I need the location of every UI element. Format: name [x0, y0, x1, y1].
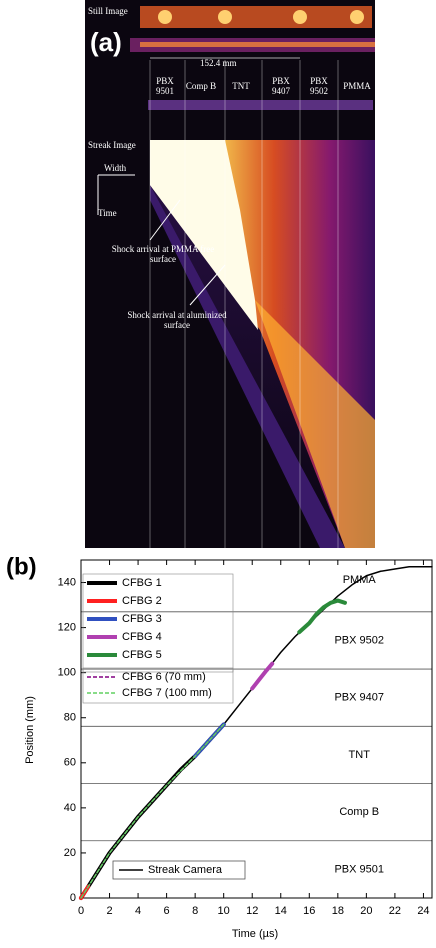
- y-tick-label: 140: [58, 576, 76, 588]
- y-tick-label: 40: [64, 802, 76, 814]
- x-tick-label: 4: [135, 905, 141, 917]
- region-label: Comp B: [339, 806, 379, 818]
- chart: (b) Time (µs) Position (mm) PBX 9501 Comp…: [0, 548, 436, 948]
- x-tick-label: 10: [218, 905, 230, 917]
- legend-label: CFBG 3: [122, 613, 162, 625]
- time-label: Time: [98, 208, 117, 218]
- panel-label: (b): [6, 553, 37, 580]
- x-tick-label: 24: [417, 905, 429, 917]
- x-tick-label: 20: [360, 905, 372, 917]
- streak-image-label: Streak Image: [88, 140, 136, 150]
- region-label: PBX 9502: [334, 634, 384, 646]
- legend-label: CFBG 2: [122, 595, 162, 607]
- x-tick-label: 22: [389, 905, 401, 917]
- material-label: PBX 9501: [148, 76, 182, 96]
- legend-label: Streak Camera: [148, 864, 223, 876]
- x-tick-label: 18: [332, 905, 344, 917]
- region-label: TNT: [349, 749, 371, 761]
- y-tick-label: 20: [64, 847, 76, 859]
- legend-label: CFBG 5: [122, 649, 162, 661]
- series-line: [252, 664, 272, 689]
- plot-frame: [81, 560, 432, 898]
- y-tick-label: 0: [70, 892, 76, 904]
- panel-label: (a): [90, 28, 122, 56]
- x-axis-label: Time (µs): [232, 928, 278, 940]
- material-label: Comp B: [184, 81, 218, 91]
- y-tick-label: 100: [58, 667, 76, 679]
- y-tick-label: 120: [58, 622, 76, 634]
- x-tick-label: 16: [303, 905, 315, 917]
- y-tick-label: 80: [64, 712, 76, 724]
- x-tick-label: 8: [192, 905, 198, 917]
- material-label: PBX 9502: [302, 76, 336, 96]
- material-label: PMMA: [340, 81, 374, 91]
- figure: (a) Still Image 152.4 mm PBX 9501 Comp B…: [0, 0, 436, 948]
- x-tick-label: 6: [164, 905, 170, 917]
- legend-label: CFBG 4: [122, 631, 162, 643]
- region-label: PBX 9407: [334, 692, 384, 704]
- scale-label: 152.4 mm: [200, 58, 237, 68]
- x-tick-label: 12: [246, 905, 258, 917]
- y-tick-label: 60: [64, 757, 76, 769]
- legend-label: CFBG 7 (100 mm): [122, 687, 212, 699]
- annotation: Shock arrival at PMMA free surface: [108, 244, 218, 264]
- material-label: PBX 9407: [264, 76, 298, 96]
- still-image-label: Still Image: [88, 6, 128, 16]
- y-axis-label: Position (mm): [24, 696, 36, 764]
- legend-label: CFBG 6 (70 mm): [122, 671, 206, 683]
- legend-label: CFBG 1: [122, 577, 162, 589]
- x-tick-label: 0: [78, 905, 84, 917]
- x-tick-label: 2: [106, 905, 112, 917]
- material-label: TNT: [224, 81, 258, 91]
- region-label: PBX 9501: [334, 863, 384, 875]
- width-label: Width: [104, 163, 126, 173]
- annotation: Shock arrival at aluminized surface: [122, 310, 232, 330]
- x-tick-label: 14: [275, 905, 287, 917]
- series-line: [299, 601, 345, 633]
